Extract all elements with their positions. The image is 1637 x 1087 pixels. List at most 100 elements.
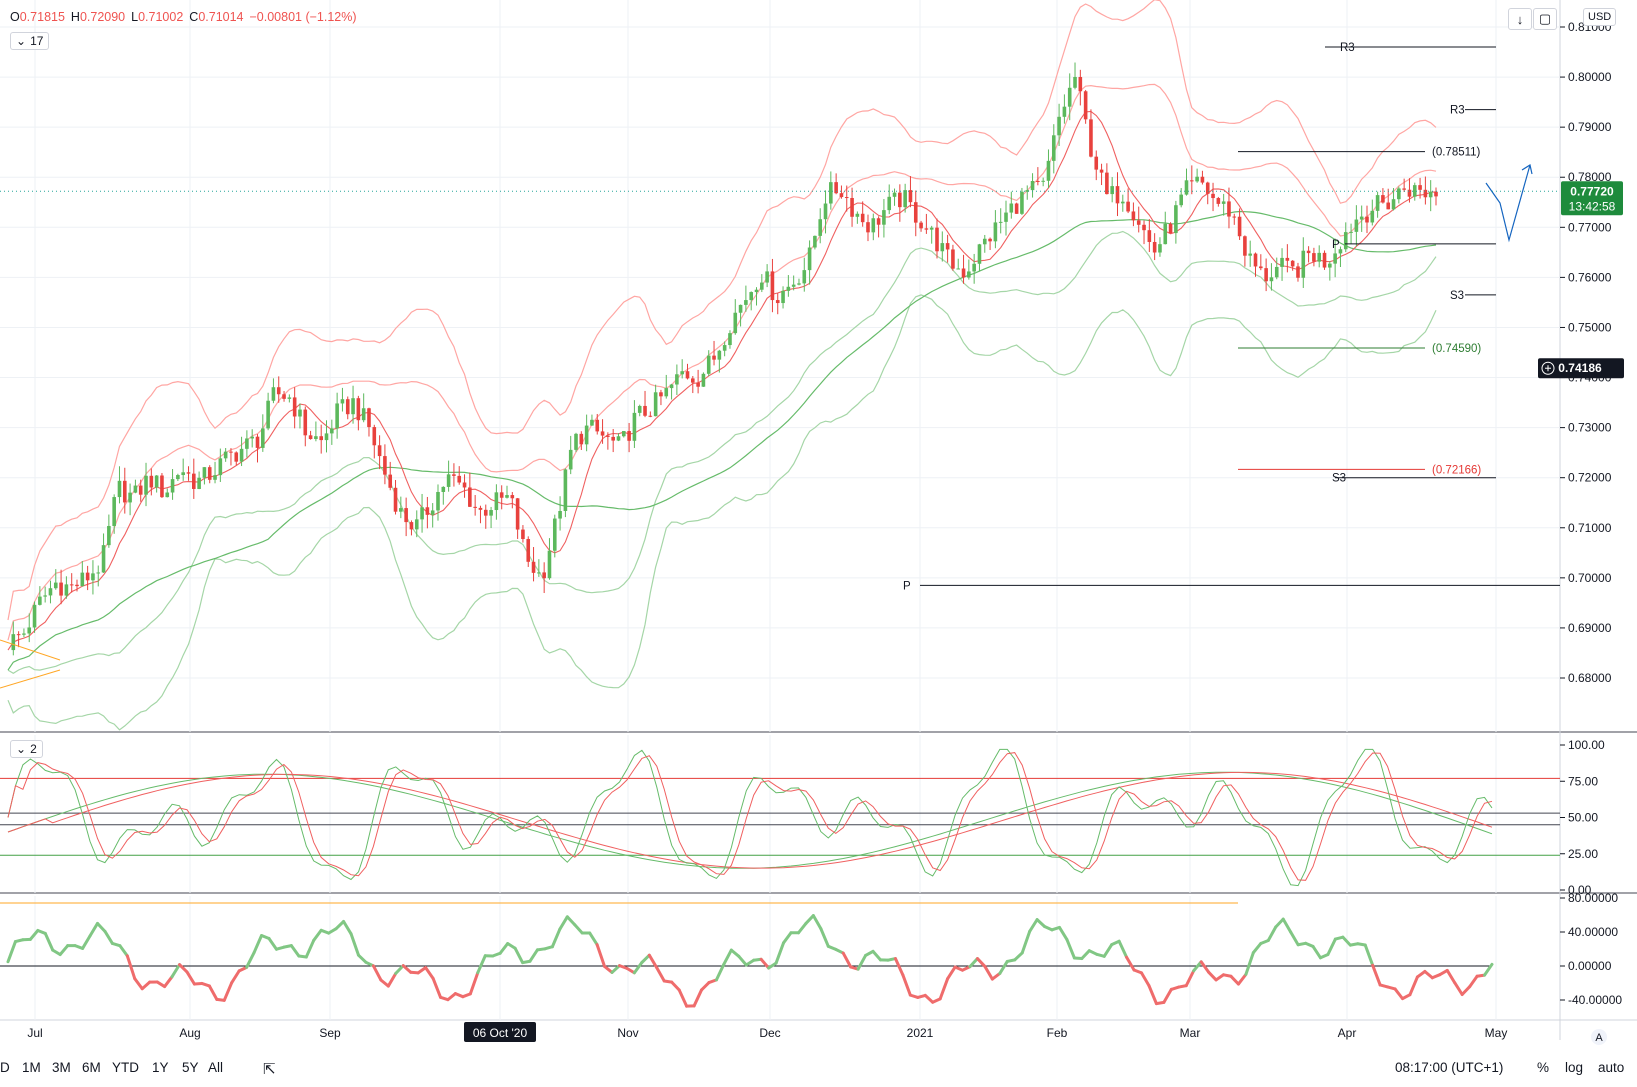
candle-body bbox=[1110, 186, 1114, 195]
candle-body bbox=[1105, 172, 1109, 195]
candle-body bbox=[1338, 249, 1343, 254]
candle-body bbox=[1317, 252, 1322, 262]
currency-label[interactable]: USD bbox=[1583, 8, 1617, 26]
range-button-3m[interactable]: 3M bbox=[52, 1060, 71, 1075]
candle-body bbox=[760, 282, 764, 290]
candle-body bbox=[659, 392, 663, 397]
range-button-5y[interactable]: 5Y bbox=[182, 1060, 199, 1075]
candle-body bbox=[791, 284, 796, 287]
range-button-1m[interactable]: 1M bbox=[22, 1060, 41, 1075]
pivot-level-label: P bbox=[1332, 239, 1340, 251]
candle-body bbox=[1131, 211, 1136, 221]
momentum-segment bbox=[528, 948, 539, 963]
candle-body bbox=[701, 373, 706, 387]
trendline bbox=[0, 669, 61, 689]
candle-body bbox=[977, 244, 982, 264]
chevron-down-icon: ⌄ bbox=[16, 34, 27, 48]
candle-body bbox=[1280, 257, 1284, 267]
range-button-1y[interactable]: 1Y bbox=[152, 1060, 169, 1075]
y-tick-label: 80.00000 bbox=[1568, 891, 1618, 905]
candle-body bbox=[1211, 193, 1215, 199]
crosshair-price-tag bbox=[1538, 358, 1624, 379]
candle-body bbox=[409, 522, 414, 530]
main-pane-badge[interactable]: ⌄ 17 bbox=[10, 32, 50, 50]
timezone-clock[interactable]: 08:17:00 (UTC+1) bbox=[1395, 1060, 1504, 1075]
candle-body bbox=[239, 448, 244, 462]
candle-body bbox=[616, 436, 621, 441]
range-button-d[interactable]: D bbox=[0, 1060, 10, 1075]
range-button-all[interactable]: All bbox=[208, 1060, 224, 1075]
pivot-level-label: (0.78511) bbox=[1432, 147, 1481, 159]
candle-body bbox=[558, 510, 562, 519]
range-button-ytd[interactable]: YTD bbox=[112, 1060, 139, 1075]
momentum-segment bbox=[371, 964, 383, 982]
y-tick-label: 0.72000 bbox=[1568, 471, 1612, 485]
candle-body bbox=[351, 398, 355, 415]
candle-body bbox=[404, 508, 408, 523]
plus-icon bbox=[1541, 361, 1555, 375]
y-tick-label: 0.68000 bbox=[1568, 671, 1612, 685]
candle-body bbox=[1381, 195, 1385, 203]
candle-body bbox=[202, 467, 207, 478]
candle-body bbox=[462, 482, 467, 488]
candle-body bbox=[1248, 253, 1253, 256]
change-value: −0.00801 (−1.12%) bbox=[249, 10, 357, 24]
momentum-segment bbox=[729, 948, 741, 958]
candle-body bbox=[1089, 119, 1093, 157]
candle-body bbox=[818, 219, 823, 236]
arrow-down-icon: ↓ bbox=[1516, 11, 1524, 27]
momentum-segment bbox=[1162, 987, 1173, 1004]
candle-body bbox=[951, 249, 955, 269]
candle-body bbox=[138, 485, 143, 495]
percent-toggle[interactable]: % bbox=[1537, 1060, 1550, 1075]
candle-body bbox=[1147, 230, 1152, 242]
candle-body bbox=[1412, 185, 1417, 197]
maximize-button[interactable]: ▢ bbox=[1533, 8, 1557, 30]
download-button[interactable]: ↓ bbox=[1508, 8, 1532, 30]
candle-body bbox=[606, 435, 610, 437]
crosshair-price-label: 0.74186 bbox=[1558, 361, 1602, 375]
candle-body bbox=[271, 387, 276, 401]
momentum-segment bbox=[558, 915, 569, 931]
candle-body bbox=[574, 433, 578, 450]
calendar-icon[interactable]: ⇱ bbox=[263, 1061, 276, 1078]
y-tick-label: 0.77000 bbox=[1568, 220, 1612, 234]
momentum-segment bbox=[1423, 969, 1434, 980]
momentum-segment bbox=[1311, 944, 1322, 960]
candle-body bbox=[850, 197, 854, 217]
arrow-head bbox=[1521, 164, 1533, 175]
y-tick-label: 75.00 bbox=[1568, 774, 1598, 788]
y-tick-label: 0.71000 bbox=[1568, 521, 1612, 535]
candle-body bbox=[940, 243, 945, 252]
momentum-segment bbox=[714, 962, 726, 982]
range-button-6m[interactable]: 6M bbox=[82, 1060, 101, 1075]
candle-body bbox=[1227, 201, 1231, 217]
momentum-segment bbox=[841, 951, 853, 969]
momentum-segment bbox=[946, 965, 957, 981]
y-tick-label: 0.73000 bbox=[1568, 421, 1612, 435]
auto-toggle[interactable]: auto bbox=[1598, 1060, 1625, 1075]
log-toggle[interactable]: log bbox=[1565, 1060, 1584, 1075]
candle-body bbox=[1418, 185, 1422, 190]
osc-pane-badge[interactable]: ⌄ 2 bbox=[10, 740, 43, 758]
candle-body bbox=[1163, 223, 1168, 245]
momentum-segment bbox=[163, 975, 174, 989]
momentum-segment bbox=[573, 923, 584, 935]
candle-body bbox=[813, 235, 817, 248]
candle-body bbox=[16, 634, 21, 636]
candle-body bbox=[1142, 224, 1146, 231]
candle-body bbox=[1237, 216, 1242, 237]
candle-body bbox=[547, 550, 552, 579]
momentum-segment bbox=[416, 966, 428, 975]
momentum-segment bbox=[692, 988, 704, 1008]
candle-body bbox=[712, 355, 716, 360]
candle-body bbox=[568, 449, 573, 470]
candle-body bbox=[542, 572, 546, 579]
candle-body bbox=[1126, 201, 1130, 212]
momentum-segment bbox=[1363, 943, 1375, 967]
momentum-segment bbox=[289, 944, 301, 958]
momentum-segment bbox=[811, 914, 823, 931]
momentum-segment bbox=[759, 957, 771, 970]
candle-body bbox=[786, 286, 791, 291]
chart-canvas[interactable]: Jul Aug Sep 06 Oct '20 Nov Dec 2021 Feb Mar Apr Ma… bbox=[0, 0, 1637, 1052]
